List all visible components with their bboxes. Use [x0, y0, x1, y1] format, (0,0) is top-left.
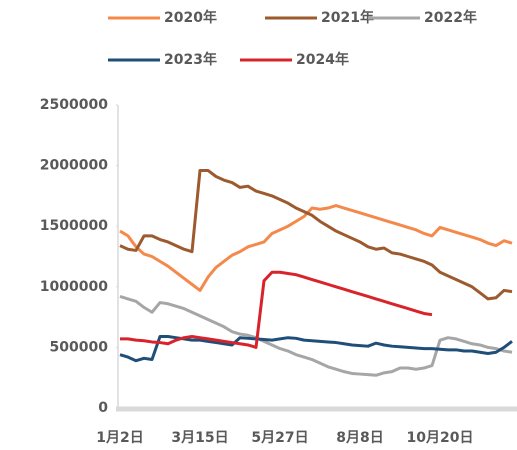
x-tick-label: 5月27日	[251, 430, 308, 446]
legend-label: 2021年	[321, 9, 374, 26]
legend-label: 2020年	[164, 9, 217, 26]
y-tick-label: 2500000	[40, 97, 108, 113]
series-line	[119, 204, 513, 292]
series-line	[120, 270, 433, 349]
y-tick-label: 2000000	[40, 158, 108, 174]
legend-label: 2023年	[164, 51, 217, 68]
y-tick-label: 1000000	[40, 279, 108, 295]
y-tick-label: 500000	[50, 339, 109, 355]
series-line	[119, 334, 513, 363]
legend-label: 2024年	[296, 51, 349, 68]
legend-label: 2022年	[424, 9, 477, 26]
series-line	[119, 295, 513, 377]
y-tick-label: 1500000	[40, 218, 108, 234]
x-tick-label: 8月8日	[336, 430, 383, 446]
x-tick-label: 1月2日	[96, 430, 143, 446]
series-line	[119, 168, 513, 301]
y-tick-label: 0	[98, 400, 108, 416]
x-tick-label: 3月15日	[171, 430, 228, 446]
x-tick-label: 10月20日	[407, 430, 474, 446]
